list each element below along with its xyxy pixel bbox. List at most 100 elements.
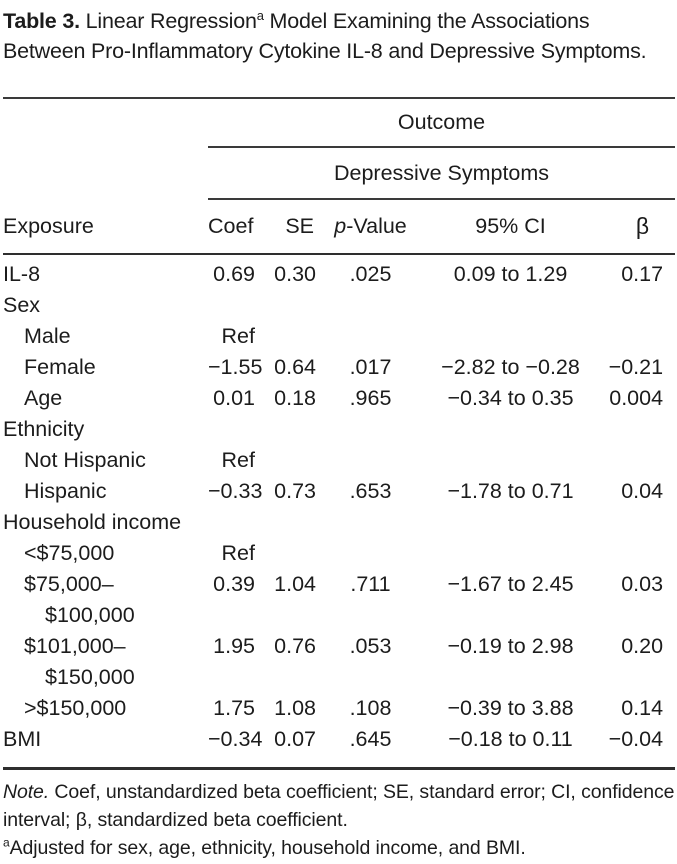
cell-beta bbox=[598, 507, 675, 538]
table-row: Male Ref bbox=[3, 321, 675, 352]
cell-coef bbox=[208, 507, 255, 538]
table-row: IL-8 0.69 0.30 .025 0.09 to 1.29 0.17 bbox=[3, 254, 675, 290]
table-title-number: Table 3. bbox=[3, 9, 80, 33]
note-line: Note. Coef, unstandardized beta coeffici… bbox=[3, 778, 675, 834]
cell-se: 0.76 bbox=[274, 634, 316, 658]
row-label: Sex bbox=[3, 293, 41, 317]
row-label-cell: Male bbox=[3, 321, 208, 352]
cell-p-value bbox=[318, 290, 423, 321]
row-label: IL-8 bbox=[3, 262, 41, 286]
row-label-line2: $150,000 bbox=[45, 665, 135, 689]
cell-p-value bbox=[318, 414, 423, 445]
cell-ci: 0.09 to 1.29 bbox=[453, 262, 568, 286]
cell-p-value: .053 bbox=[349, 634, 392, 658]
table-row: Ethnicity bbox=[3, 414, 675, 445]
cell-ci: −0.19 to 2.98 bbox=[447, 634, 574, 658]
cell-beta bbox=[598, 538, 675, 569]
table-row: Not Hispanic Ref bbox=[3, 445, 675, 476]
cell-beta bbox=[598, 321, 675, 352]
table-row: Age 0.01 0.18 .965 −0.34 to 0.35 0.004 bbox=[3, 383, 675, 414]
cell-se: 0.07 bbox=[274, 727, 316, 751]
row-label: >$150,000 bbox=[24, 696, 127, 720]
cell-p-value: .965 bbox=[349, 386, 392, 410]
cell-p-value: .645 bbox=[349, 727, 392, 751]
row-label: Male bbox=[24, 324, 71, 348]
cell-ci: −0.34 to 0.35 bbox=[447, 386, 574, 410]
cell-p-value bbox=[318, 445, 423, 476]
cell-p-value bbox=[318, 321, 423, 352]
row-label-cell: $101,000– $150,000 bbox=[3, 631, 208, 693]
row-label: Hispanic bbox=[24, 479, 107, 503]
cell-beta: 0.14 bbox=[621, 696, 664, 720]
cell-ci: −1.78 to 0.71 bbox=[447, 479, 574, 503]
cell-coef: −0.34 bbox=[208, 727, 263, 751]
row-label-cell: <$75,000 bbox=[3, 538, 208, 569]
cell-p-value: .653 bbox=[349, 479, 392, 503]
table-notes: Note. Coef, unstandardized beta coeffici… bbox=[3, 778, 675, 862]
spanner-spacer bbox=[3, 98, 208, 147]
cell-beta bbox=[598, 414, 675, 445]
cell-se: 0.73 bbox=[274, 479, 316, 503]
cell-beta: 0.03 bbox=[621, 572, 664, 596]
cell-p-value: .025 bbox=[349, 262, 392, 286]
table-row: Sex bbox=[3, 290, 675, 321]
cell-coef bbox=[208, 290, 255, 321]
cell-beta: 0.004 bbox=[609, 386, 664, 410]
column-header-coef: Coef bbox=[208, 199, 255, 255]
cell-coef: Ref bbox=[221, 448, 255, 472]
table-title-superscript: a bbox=[256, 7, 264, 23]
cell-coef: 1.75 bbox=[213, 696, 255, 720]
table-row: Household income bbox=[3, 507, 675, 538]
table-row: $101,000– $150,000 1.95 0.76 .053 −0.19 t… bbox=[3, 631, 675, 693]
cell-se bbox=[255, 414, 318, 445]
cell-ci bbox=[423, 507, 598, 538]
cell-beta: 0.17 bbox=[621, 262, 664, 286]
row-label-cell: Sex bbox=[3, 290, 208, 321]
cell-coef: −0.33 bbox=[208, 479, 263, 503]
cell-se bbox=[255, 290, 318, 321]
cell-ci: −0.39 to 3.88 bbox=[447, 696, 574, 720]
row-label-cell: Age bbox=[3, 383, 208, 414]
cell-ci: −0.18 to 0.11 bbox=[448, 727, 573, 751]
cell-beta: 0.04 bbox=[621, 479, 664, 503]
p-value-italic-p: p bbox=[334, 214, 347, 238]
spanner-spacer bbox=[3, 147, 208, 199]
cell-beta: −0.21 bbox=[608, 355, 664, 379]
spanner-row-outcome: Outcome bbox=[3, 98, 676, 148]
spanner-depressive-symptoms: Depressive Symptoms bbox=[208, 147, 676, 200]
cell-ci bbox=[423, 414, 598, 445]
row-label-cell: IL-8 bbox=[3, 254, 208, 290]
cell-beta bbox=[598, 290, 675, 321]
table-header: Outcome Depressive Symptoms Exposure Coe… bbox=[3, 98, 676, 255]
cell-se: 0.30 bbox=[274, 262, 316, 286]
cell-coef: Ref bbox=[221, 324, 255, 348]
cell-coef: 0.69 bbox=[213, 262, 255, 286]
row-label: Age bbox=[24, 386, 63, 410]
column-header-row: Exposure Coef SE p-Value 95% CI β bbox=[3, 199, 676, 255]
spanner-row-depressive-symptoms: Depressive Symptoms bbox=[3, 147, 676, 200]
table-row: Hispanic −0.33 0.73 .653 −1.78 to 0.71 0… bbox=[3, 476, 675, 507]
cell-beta bbox=[598, 445, 675, 476]
cell-coef: −1.55 bbox=[208, 355, 263, 379]
regression-table: Outcome Depressive Symptoms Exposure Coe… bbox=[3, 97, 676, 770]
row-label: Household income bbox=[3, 510, 182, 534]
cell-ci bbox=[423, 290, 598, 321]
cell-ci bbox=[423, 445, 598, 476]
note-text: Coef, unstandardized beta coefficient; S… bbox=[3, 781, 675, 831]
row-label: Ethnicity bbox=[3, 417, 85, 441]
table-row: $75,000– $100,000 0.39 1.04 .711 −1.67 to… bbox=[3, 569, 675, 631]
cell-p-value: .711 bbox=[350, 572, 391, 596]
cell-coef: 0.01 bbox=[213, 386, 255, 410]
footnote-text: Adjusted for sex, age, ethnicity, househ… bbox=[9, 837, 526, 859]
cell-se bbox=[255, 445, 318, 476]
row-label: BMI bbox=[3, 727, 42, 751]
row-label: <$75,000 bbox=[24, 541, 115, 565]
cell-coef: 0.39 bbox=[213, 572, 255, 596]
column-header-exposure: Exposure bbox=[3, 199, 208, 255]
cell-ci: −2.82 to −0.28 bbox=[441, 355, 580, 379]
footnote-line: aAdjusted for sex, age, ethnicity, house… bbox=[3, 834, 675, 862]
table-title-text-2: Model Examining the Associations Between… bbox=[3, 9, 647, 63]
row-label-cell: Household income bbox=[3, 507, 208, 538]
cell-ci bbox=[423, 538, 598, 569]
column-header-p-value: p-Value bbox=[318, 199, 423, 255]
